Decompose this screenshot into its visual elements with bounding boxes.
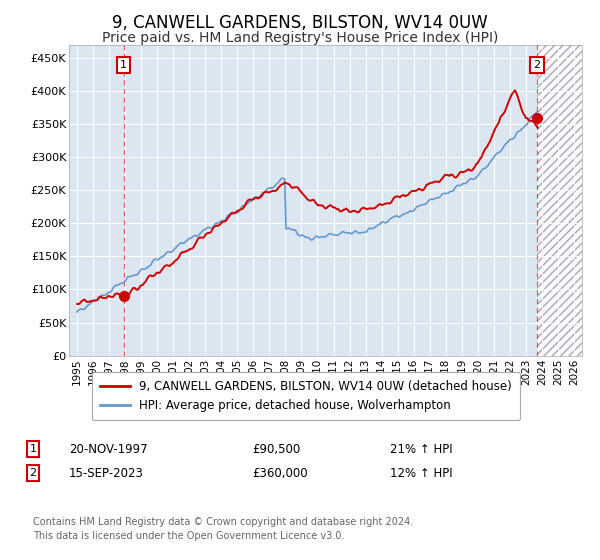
Text: 12% ↑ HPI: 12% ↑ HPI [390,466,452,480]
Text: 1: 1 [29,444,37,454]
Text: £90,500: £90,500 [252,442,300,456]
Text: 20-NOV-1997: 20-NOV-1997 [69,442,148,456]
Text: 15-SEP-2023: 15-SEP-2023 [69,466,144,480]
Text: 9, CANWELL GARDENS, BILSTON, WV14 0UW: 9, CANWELL GARDENS, BILSTON, WV14 0UW [112,14,488,32]
Text: 21% ↑ HPI: 21% ↑ HPI [390,442,452,456]
Text: 2: 2 [29,468,37,478]
Text: £360,000: £360,000 [252,466,308,480]
Text: Price paid vs. HM Land Registry's House Price Index (HPI): Price paid vs. HM Land Registry's House … [102,31,498,45]
Text: 2: 2 [533,60,541,70]
Legend: 9, CANWELL GARDENS, BILSTON, WV14 0UW (detached house), HPI: Average price, deta: 9, CANWELL GARDENS, BILSTON, WV14 0UW (d… [92,372,520,421]
Text: 1: 1 [120,60,127,70]
Text: Contains HM Land Registry data © Crown copyright and database right 2024.
This d: Contains HM Land Registry data © Crown c… [33,517,413,541]
